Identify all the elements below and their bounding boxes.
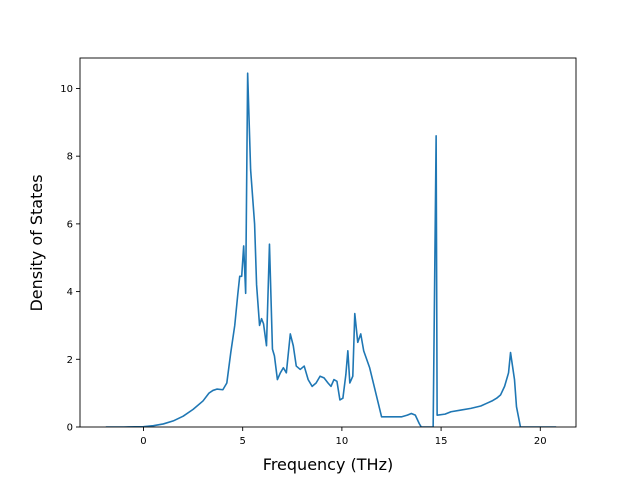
plot-area (105, 72, 557, 427)
y-tick-label: 4 (67, 287, 73, 298)
dos-series-line-0 (105, 72, 557, 427)
x-axis-label: Frequency (THz) (263, 455, 393, 474)
y-tick-label: 8 (67, 152, 73, 163)
axes-frame (79, 57, 577, 428)
y-axis-label: Density of States (27, 174, 46, 311)
y-tick-label: 0 (67, 423, 73, 434)
x-tick-label: 10 (336, 436, 349, 447)
y-tick-label: 2 (67, 355, 73, 366)
x-tick-label: 20 (534, 436, 547, 447)
x-tick-label: 5 (240, 436, 246, 447)
y-tick-label: 6 (67, 219, 73, 230)
axes: 0 5 10 15 20 0 2 4 6 8 10 (60, 57, 577, 447)
y-tick-label: 10 (60, 84, 73, 95)
x-tick-label: 15 (435, 436, 448, 447)
x-tick-label: 0 (140, 436, 146, 447)
